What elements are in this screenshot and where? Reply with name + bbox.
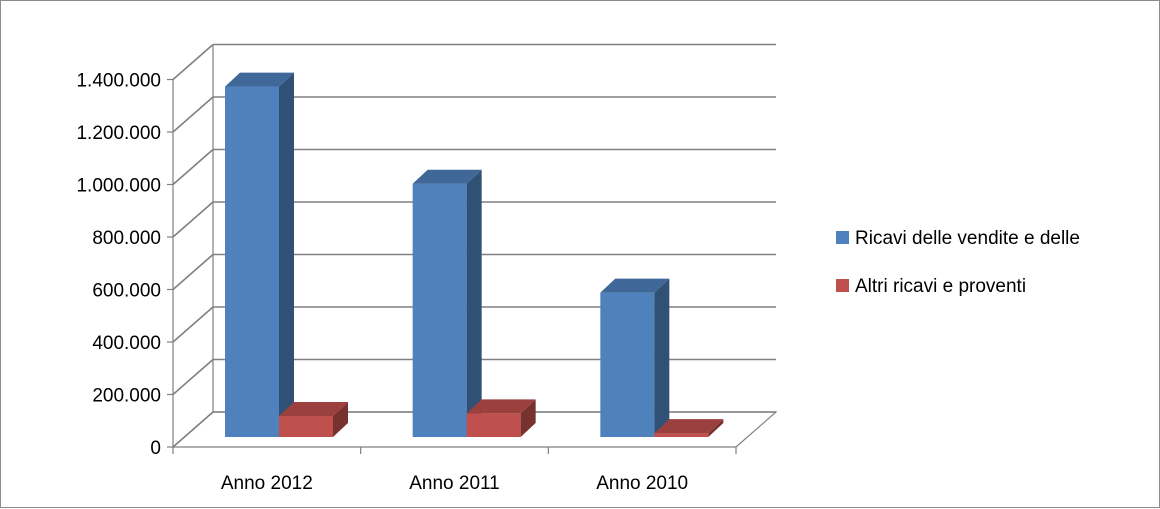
gridline-side [172,43,214,81]
bar [412,169,482,437]
y-tick-label: 1.000.000 [76,176,161,197]
gridline-side [172,411,214,448]
bar [279,402,348,437]
bar-front [412,183,467,437]
bar-side [466,169,482,437]
bar-front [466,413,521,437]
gridline-side [172,306,214,343]
bar [600,278,670,437]
legend: Ricavi delle vendite e delle Altri ricavi… [836,228,1080,297]
bar-front [654,433,709,437]
y-tick-label: 800.000 [92,228,161,249]
y-tick-label: 0 [150,438,161,459]
bar [225,72,294,437]
y-tick-labels: 0 200.000 400.000 600.000 800.000 1.000.000 1.… [76,71,161,460]
bar-front [279,416,333,437]
y-tick-label: 200.000 [92,386,161,407]
bars [225,72,724,437]
bar-top [225,72,294,87]
y-tick-label: 400.000 [92,333,161,354]
axes [167,44,737,454]
bar-top [654,419,724,434]
gridline-side [172,253,214,291]
gridline-side [172,148,214,186]
y-tick-label: 600.000 [92,281,161,302]
bar-front [225,86,279,437]
x-tick-label: Anno 2011 [409,473,500,494]
x-tick-label: Anno 2010 [596,473,688,494]
y-tick-label: 1.400.000 [76,71,161,92]
legend-swatch [836,279,849,292]
gridline-side [172,358,214,396]
bar-top [600,278,670,293]
x-tick-label: Anno 2012 [221,473,313,494]
bar-side [333,402,348,437]
bar-top [279,402,348,416]
bar [654,419,724,437]
bar [466,399,536,437]
bar-side [279,72,294,437]
bar-top [466,399,536,414]
bar-side [520,399,536,437]
bar-side [708,419,724,437]
bar-front [600,292,655,437]
gridline-side [172,96,214,133]
legend-swatch [836,231,849,244]
x-tick-labels: Anno 2012 Anno 2011 Anno 2010 [221,473,688,494]
bar-top [412,169,482,184]
gridline-side [172,201,214,238]
y-tick-label: 1.200.000 [76,123,161,144]
legend-label: Altri ricavi e proventi [855,276,1026,297]
bar-side [654,278,670,437]
legend-label: Ricavi delle vendite e delle [855,228,1080,249]
